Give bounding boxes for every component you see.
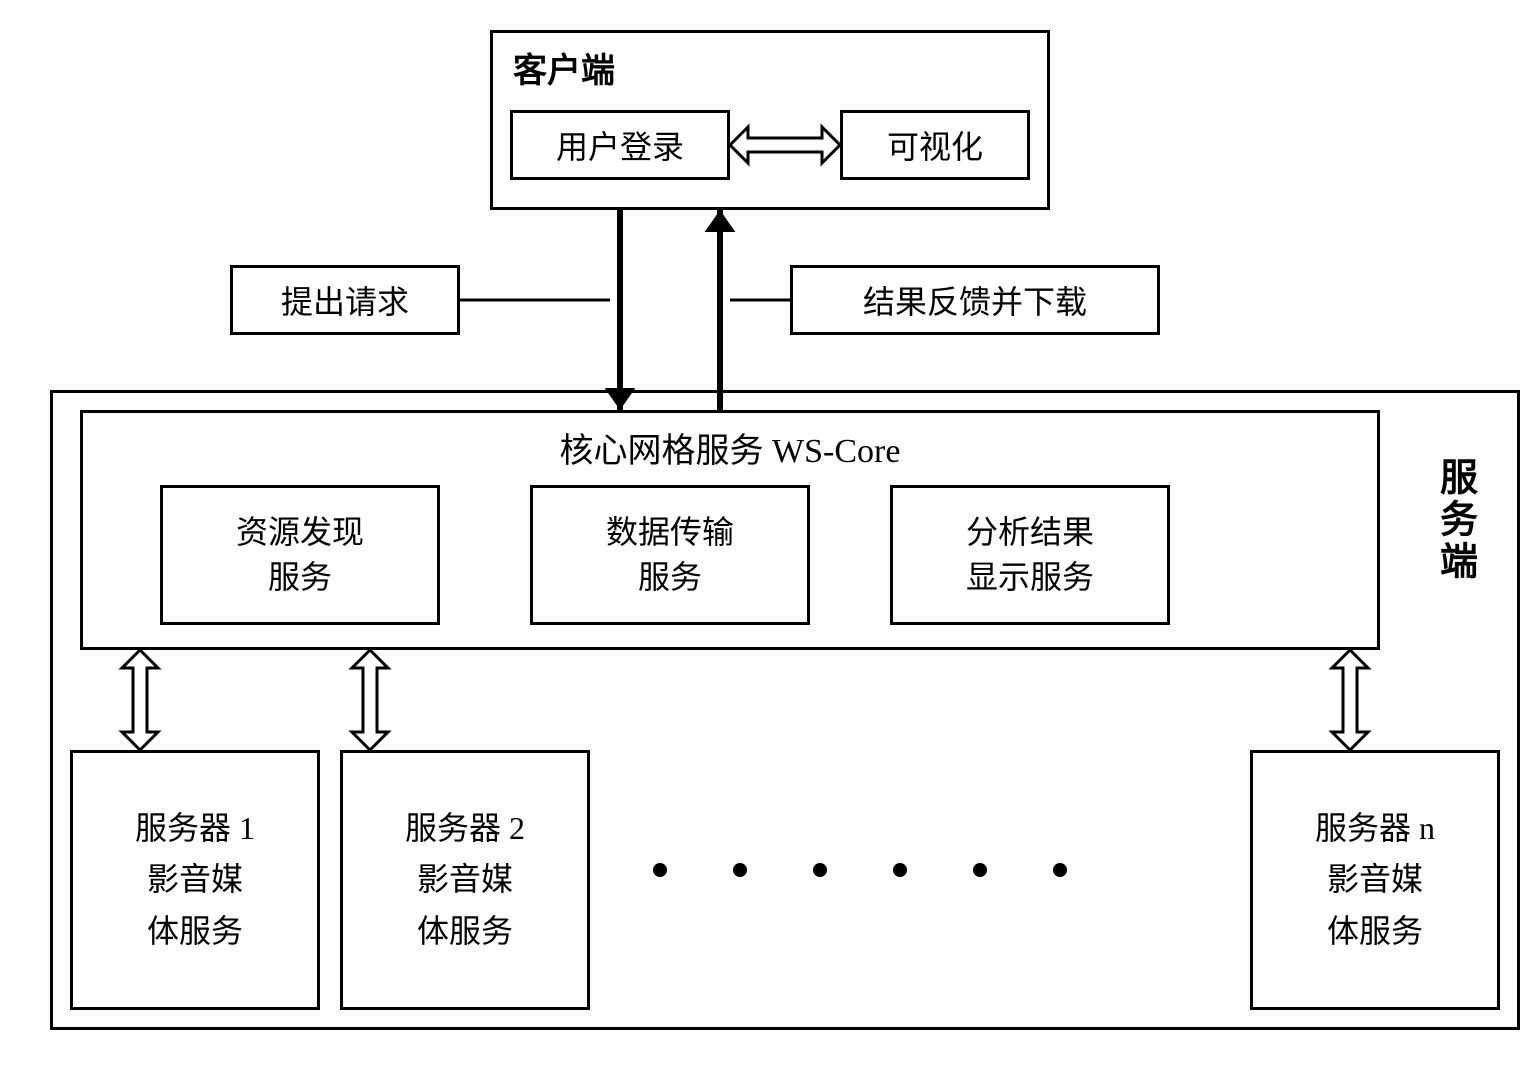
- srv-2-l2: 影音媒: [1327, 854, 1423, 905]
- srv-0-l3: 体服务: [147, 906, 243, 957]
- core-svc-0-l1: 资源发现: [236, 510, 364, 555]
- srv-0-l2: 影音媒: [147, 854, 243, 905]
- srv-0-l1: 服务器 1: [135, 803, 255, 854]
- request-label: 提出请求: [281, 277, 409, 323]
- srv-1-l3: 体服务: [417, 906, 513, 957]
- server-n-box: 服务器 n 影音媒 体服务: [1250, 750, 1500, 1010]
- login-label: 用户登录: [556, 122, 684, 168]
- core-svc-0-l2: 服务: [268, 555, 332, 600]
- login-box: 用户登录: [510, 110, 730, 180]
- core-svc-1-l2: 服务: [638, 555, 702, 600]
- feedback-label-box: 结果反馈并下载: [790, 265, 1160, 335]
- srv-2-l1: 服务器 n: [1315, 803, 1435, 854]
- core-svc-2-l1: 分析结果: [966, 510, 1094, 555]
- diagram-canvas: 客户端 用户登录 可视化 提出请求 结果反馈并下载 服务端 核心网格服务 WS-…: [20, 20, 1529, 1065]
- request-label-box: 提出请求: [230, 265, 460, 335]
- analysis-display-service-box: 分析结果 显示服务: [890, 485, 1170, 625]
- data-transfer-service-box: 数据传输 服务: [530, 485, 810, 625]
- core-svc-2-l2: 显示服务: [966, 555, 1094, 600]
- srv-2-l3: 体服务: [1327, 906, 1423, 957]
- srv-1-l2: 影音媒: [417, 854, 513, 905]
- feedback-label: 结果反馈并下载: [863, 277, 1087, 323]
- client-title: 客户端: [513, 43, 615, 92]
- server-side-label: 服务端: [1410, 410, 1500, 630]
- server-2-box: 服务器 2 影音媒 体服务: [340, 750, 590, 1010]
- viz-label: 可视化: [887, 122, 983, 168]
- srv-1-l1: 服务器 2: [405, 803, 525, 854]
- server-side-text: 服务端: [1428, 457, 1483, 583]
- core-title: 核心网格服务 WS-Core: [560, 423, 901, 472]
- visualization-box: 可视化: [840, 110, 1030, 180]
- resource-discovery-service-box: 资源发现 服务: [160, 485, 440, 625]
- server-1-box: 服务器 1 影音媒 体服务: [70, 750, 320, 1010]
- core-svc-1-l1: 数据传输: [606, 510, 734, 555]
